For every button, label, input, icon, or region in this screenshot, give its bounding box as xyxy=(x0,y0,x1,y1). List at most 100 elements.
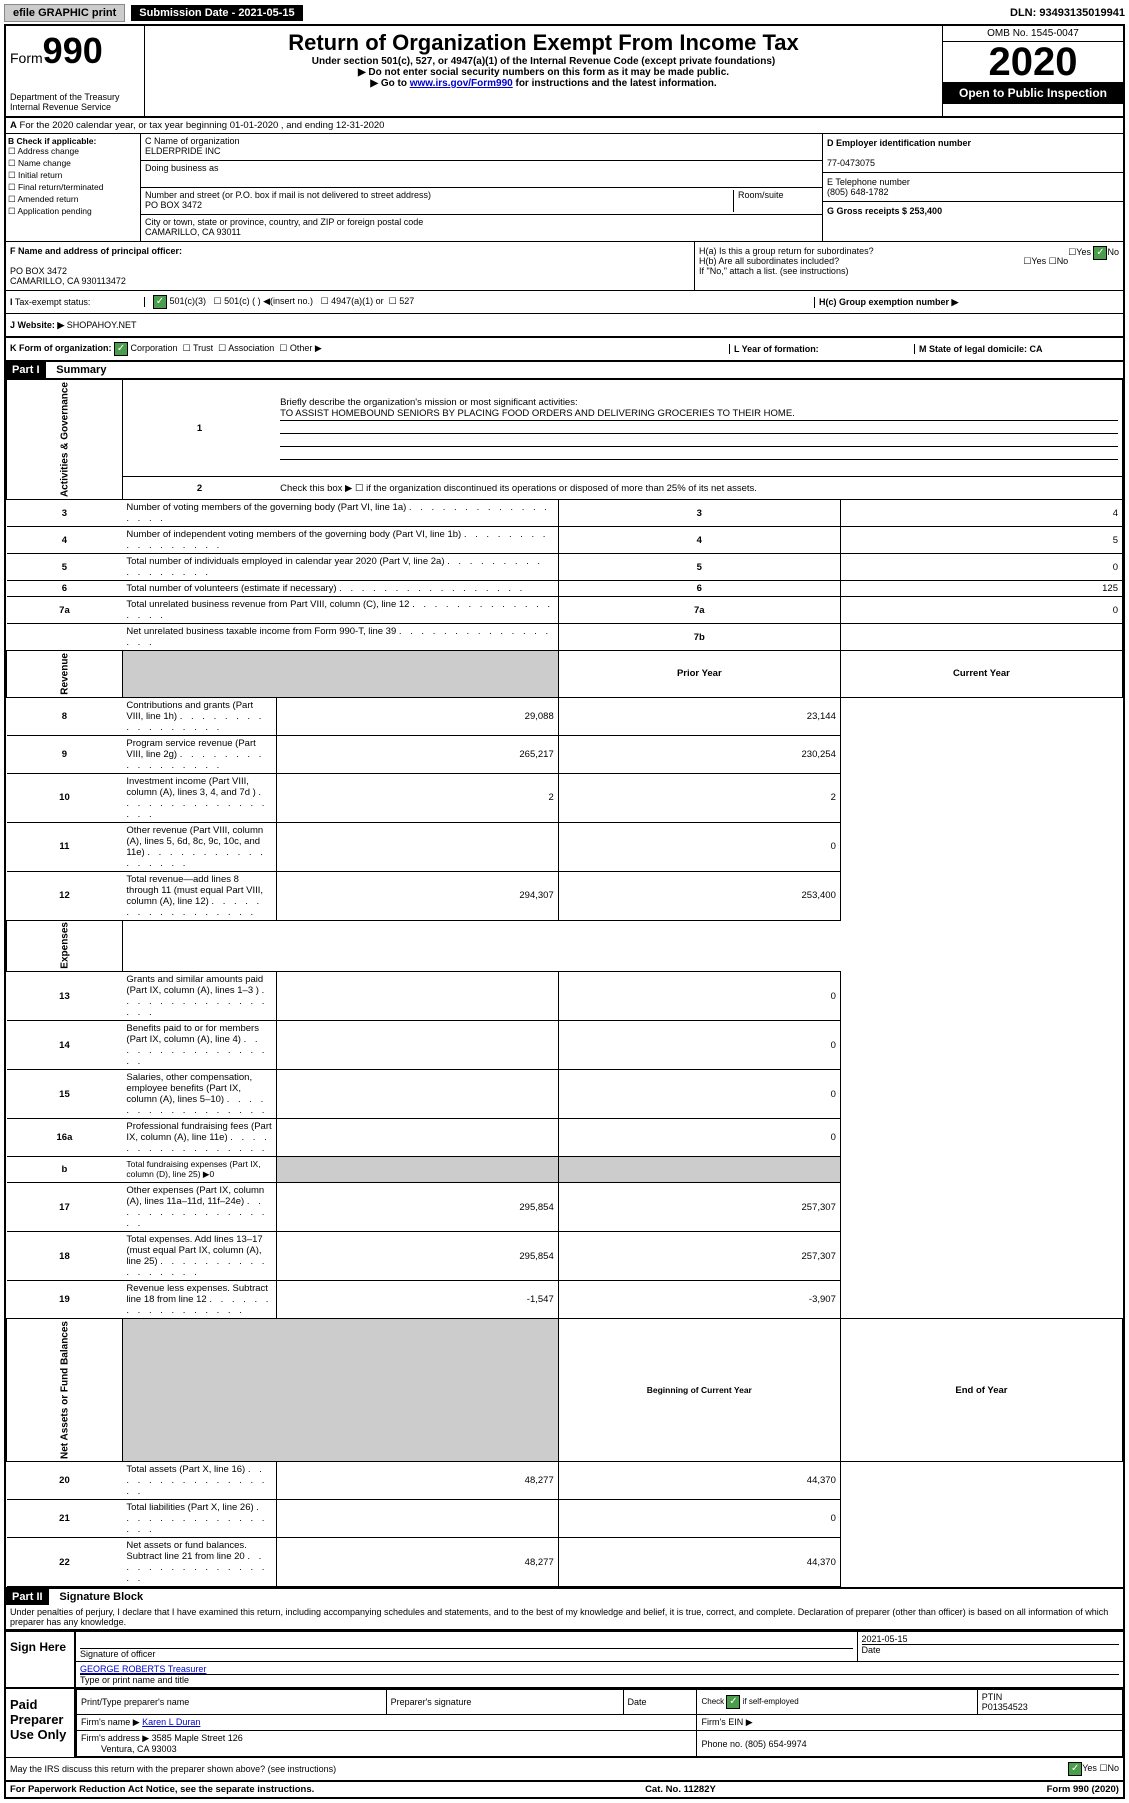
firm-name-label: Firm's name ▶ xyxy=(81,1717,140,1727)
line-num: 19 xyxy=(7,1281,123,1319)
vlabel-ag: Activities & Governance xyxy=(7,380,123,500)
line-1-num: 1 xyxy=(122,380,276,477)
part-i-title: Summary xyxy=(48,364,106,376)
line-num: 15 xyxy=(7,1070,123,1119)
firm-addr1: 3585 Maple Street 126 xyxy=(152,1733,243,1743)
phone: (805) 648-1782 xyxy=(827,187,889,197)
line-num: 3 xyxy=(7,500,123,527)
right-info: D Employer identification number 77-0473… xyxy=(822,134,1123,241)
line-desc: Total revenue—add lines 8 through 11 (mu… xyxy=(122,871,276,920)
hb-yes[interactable]: Yes xyxy=(1031,256,1046,266)
prior-val: 265,217 xyxy=(276,735,558,773)
line-2-num: 2 xyxy=(122,477,276,500)
submission-date: Submission Date - 2021-05-15 xyxy=(131,5,302,21)
ha-no-check[interactable]: ✓ xyxy=(1093,246,1107,260)
line-val: 0 xyxy=(840,554,1122,581)
cb-corp[interactable]: ✓ xyxy=(114,342,128,356)
cb-501c3[interactable]: ✓ xyxy=(153,295,167,309)
org-name-label: C Name of organization xyxy=(145,136,240,146)
efile-button[interactable]: efile GRAPHIC print xyxy=(4,4,125,22)
prior-val: 295,854 xyxy=(276,1232,558,1281)
prep-name-label: Print/Type preparer's name xyxy=(77,1690,387,1715)
curr-val: 44,370 xyxy=(558,1462,840,1500)
cat-no: Cat. No. 11282Y xyxy=(645,1784,716,1795)
paid-preparer: Paid Preparer Use Only xyxy=(6,1689,74,1757)
section-f-h: F Name and address of principal officer:… xyxy=(6,242,1123,291)
prior-val: 2 xyxy=(276,773,558,822)
section-b: B Check if applicable: ☐ Address change … xyxy=(6,134,1123,242)
te-501c3: 501(c)(3) xyxy=(170,296,207,306)
line-num: 14 xyxy=(7,1021,123,1070)
prior-val: 29,088 xyxy=(276,697,558,735)
prior-val xyxy=(276,1119,558,1157)
line-num: 10 xyxy=(7,773,123,822)
officer-label: F Name and address of principal officer: xyxy=(10,246,182,256)
te-501c: 501(c) ( ) ◀(insert no.) xyxy=(224,296,313,306)
sign-here-section: Sign Here Signature of officer 2021-05-1… xyxy=(6,1630,1123,1687)
form-ref: Form 990 (2020) xyxy=(1047,1784,1119,1795)
line-desc: Benefits paid to or for members (Part IX… xyxy=(122,1021,276,1070)
part-i-header: Part I Summary xyxy=(6,362,1123,379)
cb-pending[interactable]: ☐ Application pending xyxy=(8,206,138,217)
prior-val xyxy=(276,1021,558,1070)
line-num: 9 xyxy=(7,735,123,773)
line-val xyxy=(840,624,1122,651)
subtitle-2: ▶ Do not enter social security numbers o… xyxy=(149,67,938,78)
cb-final[interactable]: ☐ Final return/terminated xyxy=(8,182,138,193)
org-info: C Name of organization ELDERPRIDE INC Do… xyxy=(141,134,822,241)
discuss-no[interactable]: No xyxy=(1107,1763,1119,1773)
officer-addr2: CAMARILLO, CA 930113472 xyxy=(10,276,126,286)
line-val: 125 xyxy=(840,581,1122,597)
line-num: 22 xyxy=(7,1538,123,1587)
line-box: 7b xyxy=(558,624,840,651)
line-desc: Total number of individuals employed in … xyxy=(122,554,558,581)
ha-yes[interactable]: Yes xyxy=(1076,247,1091,257)
vlabel-exp: Expenses xyxy=(7,920,123,972)
hdr-beg: Beginning of Current Year xyxy=(647,1385,752,1395)
curr-val: 0 xyxy=(558,1021,840,1070)
vlabel-net: Net Assets or Fund Balances xyxy=(7,1319,123,1462)
sig-date-label: Date xyxy=(862,1644,1120,1655)
cb-address[interactable]: ☐ Address change xyxy=(8,146,138,157)
dln: DLN: 93493135019941 xyxy=(1010,7,1125,19)
cb-name[interactable]: ☐ Name change xyxy=(8,158,138,169)
cb-initial[interactable]: ☐ Initial return xyxy=(8,170,138,181)
line-num: 7a xyxy=(7,597,123,624)
cb-amended[interactable]: ☐ Amended return xyxy=(8,194,138,205)
line-desc: Professional fundraising fees (Part IX, … xyxy=(122,1119,276,1157)
footer: For Paperwork Reduction Act Notice, see … xyxy=(6,1782,1123,1797)
m-label: M State of legal domicile: CA xyxy=(919,344,1043,354)
row-k: K Form of organization: ✓ Corporation ☐ … xyxy=(6,338,1123,362)
line-num: 11 xyxy=(7,822,123,871)
mission-line2 xyxy=(280,421,1118,434)
discuss-yes-check[interactable]: ✓ xyxy=(1068,1762,1082,1776)
line-num: 17 xyxy=(7,1183,123,1232)
check-self[interactable]: Check ✓ if self-employed xyxy=(701,1697,798,1706)
line-desc: Total expenses. Add lines 13–17 (must eq… xyxy=(122,1232,276,1281)
q2: Check this box ▶ ☐ if the organization d… xyxy=(276,477,1122,500)
k-label: K Form of organization: xyxy=(10,343,112,353)
row-a: A For the 2020 calendar year, or tax yea… xyxy=(6,118,1123,134)
line-num: 8 xyxy=(7,697,123,735)
ein: 77-0473075 xyxy=(827,158,875,168)
website-value: SHOPAHOY.NET xyxy=(67,320,137,330)
ha-no: No xyxy=(1107,247,1119,257)
irs-link[interactable]: www.irs.gov/Form990 xyxy=(410,78,513,89)
line-desc: Total unrelated business revenue from Pa… xyxy=(122,597,558,624)
line-num: b xyxy=(7,1157,123,1183)
line-desc: Total liabilities (Part X, line 26) xyxy=(122,1500,276,1538)
hb-label: H(b) Are all subordinates included? xyxy=(699,256,839,266)
form-990: Form990 Department of the Treasury Inter… xyxy=(4,24,1125,1799)
pra-notice: For Paperwork Reduction Act Notice, see … xyxy=(10,1784,314,1795)
hb-no[interactable]: No xyxy=(1057,256,1069,266)
prior-val: 48,277 xyxy=(276,1462,558,1500)
k-assoc: Association xyxy=(228,343,274,353)
curr-val: 230,254 xyxy=(558,735,840,773)
firm-ein-label: Firm's EIN ▶ xyxy=(697,1715,1123,1731)
k-corp: Corporation xyxy=(131,343,178,353)
check-b-title: B Check if applicable: xyxy=(8,136,96,146)
org-name: ELDERPRIDE INC xyxy=(145,146,221,156)
k-other: Other ▶ xyxy=(290,343,322,353)
prior-val: 294,307 xyxy=(276,871,558,920)
website-label: J Website: ▶ xyxy=(10,320,64,331)
